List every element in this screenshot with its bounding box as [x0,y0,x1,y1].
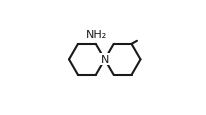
Text: NH₂: NH₂ [86,30,107,40]
Text: N: N [100,55,108,65]
